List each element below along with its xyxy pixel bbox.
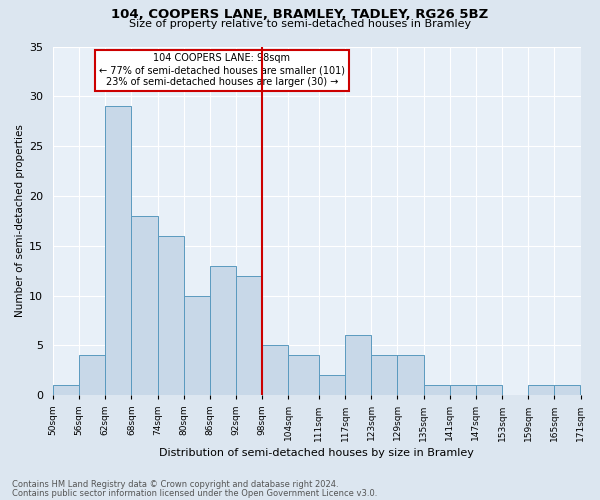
Bar bbox=[262, 346, 289, 395]
Bar bbox=[236, 276, 262, 395]
Bar bbox=[371, 356, 397, 395]
Bar bbox=[528, 385, 554, 395]
Bar bbox=[79, 356, 106, 395]
Bar bbox=[397, 356, 424, 395]
Text: 104 COOPERS LANE: 98sqm
← 77% of semi-detached houses are smaller (101)
23% of s: 104 COOPERS LANE: 98sqm ← 77% of semi-de… bbox=[99, 54, 345, 86]
Bar bbox=[131, 216, 158, 395]
Bar bbox=[450, 385, 476, 395]
Text: Contains HM Land Registry data © Crown copyright and database right 2024.: Contains HM Land Registry data © Crown c… bbox=[12, 480, 338, 489]
Bar bbox=[345, 336, 371, 395]
Bar bbox=[476, 385, 502, 395]
Bar bbox=[554, 385, 580, 395]
Text: 104, COOPERS LANE, BRAMLEY, TADLEY, RG26 5BZ: 104, COOPERS LANE, BRAMLEY, TADLEY, RG26… bbox=[112, 8, 488, 20]
Bar bbox=[319, 375, 345, 395]
X-axis label: Distribution of semi-detached houses by size in Bramley: Distribution of semi-detached houses by … bbox=[160, 448, 474, 458]
Bar bbox=[53, 385, 79, 395]
Bar bbox=[289, 356, 319, 395]
Bar bbox=[424, 385, 450, 395]
Text: Size of property relative to semi-detached houses in Bramley: Size of property relative to semi-detach… bbox=[129, 19, 471, 29]
Text: Contains public sector information licensed under the Open Government Licence v3: Contains public sector information licen… bbox=[12, 488, 377, 498]
Y-axis label: Number of semi-detached properties: Number of semi-detached properties bbox=[15, 124, 25, 318]
Bar bbox=[184, 296, 210, 395]
Bar bbox=[210, 266, 236, 395]
Bar bbox=[158, 236, 184, 395]
Bar bbox=[106, 106, 131, 395]
